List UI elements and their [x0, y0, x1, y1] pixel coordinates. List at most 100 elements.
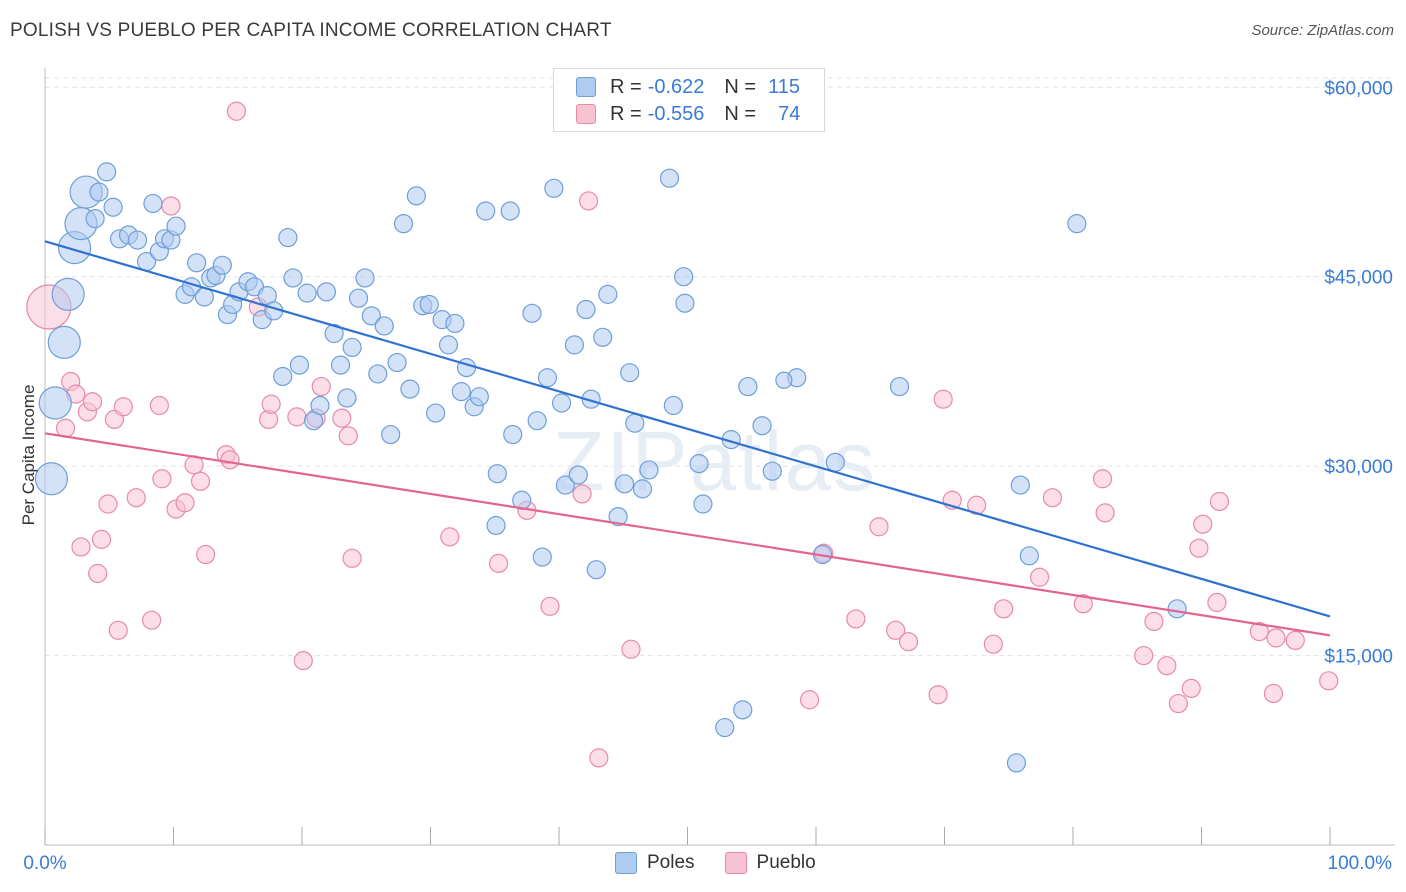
- poles-point: [348, 288, 369, 308]
- n-value: 74: [778, 102, 801, 125]
- poles-point: [614, 474, 635, 494]
- pueblo-point: [489, 553, 509, 573]
- r-label: R =: [610, 75, 642, 98]
- poles-point: [187, 253, 207, 273]
- poles-point: [283, 268, 303, 288]
- poles-point: [762, 461, 782, 481]
- pueblo-point: [161, 196, 181, 216]
- chart-source: Source: ZipAtlas.com: [1251, 22, 1394, 39]
- pueblo-point: [1073, 594, 1093, 614]
- pueblo-point: [1134, 645, 1154, 666]
- watermark: ZIPatlas: [553, 414, 877, 508]
- poles-point: [143, 193, 163, 214]
- n-label: N =: [724, 75, 757, 98]
- poles-point: [487, 464, 507, 484]
- poles-point: [89, 182, 109, 202]
- poles-point: [659, 168, 680, 188]
- poles-point: [632, 479, 653, 499]
- poles-point: [593, 327, 613, 347]
- trend-lines: [44, 240, 1331, 637]
- poles-point: [426, 403, 446, 423]
- poles-point: [486, 515, 506, 536]
- legend-item-pueblo[interactable]: Pueblo: [724, 852, 816, 874]
- poles-point: [639, 460, 659, 480]
- pueblo-point: [440, 527, 460, 547]
- poles-point: [522, 303, 542, 323]
- pueblo-point: [933, 389, 953, 409]
- y-tick-labels: $15,000 $30,000 $45,000 $60,000: [1324, 78, 1393, 667]
- stats-legend: R = -0.622 N = 115 R = -0.556 N = 74: [553, 68, 825, 132]
- pueblo-point: [1181, 678, 1201, 699]
- pueblo-point: [1144, 611, 1164, 632]
- pueblo-point: [1042, 488, 1063, 508]
- pueblo-point: [1319, 671, 1339, 691]
- r-value: -0.556: [647, 102, 705, 125]
- pueblo-point: [1193, 514, 1213, 534]
- x-tick-label: 100.0%: [1328, 853, 1393, 874]
- poles-point: [733, 700, 753, 720]
- pueblo-point: [928, 685, 948, 705]
- pueblo-point: [1029, 567, 1050, 587]
- poles-point: [368, 364, 388, 384]
- poles-point: [1006, 753, 1027, 773]
- pueblo-point: [142, 610, 162, 630]
- poles-point: [598, 284, 618, 304]
- legend-row-poles: R = -0.622 N = 115: [576, 74, 800, 100]
- axes: [44, 68, 1395, 846]
- pueblo-point: [261, 394, 281, 414]
- poles-point: [825, 452, 845, 472]
- poles-point: [576, 299, 596, 320]
- legend-row-pueblo: R = -0.556 N = 74: [576, 101, 800, 127]
- pueblo-point: [869, 517, 889, 537]
- poles-point: [532, 547, 552, 567]
- poles-point: [476, 201, 496, 221]
- pueblo-point: [1285, 630, 1305, 651]
- poles-point: [316, 282, 337, 302]
- poles-point: [393, 214, 414, 234]
- pueblo-point: [589, 748, 609, 768]
- poles-point: [1019, 546, 1039, 566]
- pueblo-point: [196, 544, 216, 565]
- pueblo-point: [126, 488, 146, 508]
- poles-point: [297, 283, 317, 303]
- y-tick-label: $45,000: [1324, 268, 1393, 289]
- poles-point: [551, 393, 572, 413]
- poles-point: [1167, 599, 1187, 619]
- poles-point: [674, 267, 694, 287]
- x-tick-label: 0.0%: [23, 853, 66, 874]
- poles-point: [355, 268, 375, 288]
- pueblo-point: [152, 469, 172, 489]
- poles-point: [663, 395, 683, 416]
- y-tick-label: $60,000: [1324, 78, 1393, 99]
- poles-point: [85, 209, 105, 229]
- poles-point: [752, 416, 772, 436]
- poles-point: [97, 162, 117, 182]
- pueblo-point: [1207, 592, 1227, 613]
- poles-point: [451, 382, 471, 402]
- y-axis-label: Per Capita Income: [19, 385, 38, 526]
- legend-item-poles[interactable]: Poles: [615, 852, 695, 874]
- poles-point: [406, 186, 426, 206]
- x-tick-labels: 0.0% 100.0%: [23, 853, 1392, 874]
- pueblo-point: [1266, 628, 1286, 648]
- pueblo-point: [886, 620, 906, 640]
- pueblo-point: [287, 407, 307, 427]
- y-tick-label: $30,000: [1324, 457, 1393, 478]
- pueblo-point: [1095, 503, 1115, 523]
- poles-point: [1067, 214, 1087, 234]
- legend-label-poles: Poles: [647, 852, 695, 873]
- poles-point: [278, 227, 298, 248]
- pueblo-point: [1263, 683, 1284, 704]
- poles-point: [374, 316, 394, 336]
- pueblo-point: [226, 101, 247, 121]
- poles-point: [738, 376, 758, 397]
- pueblo-point: [71, 537, 91, 557]
- poles-point: [38, 386, 72, 420]
- poles-point: [675, 293, 695, 313]
- pueblo-point: [175, 493, 195, 513]
- pueblo-point: [578, 191, 599, 211]
- poles-point: [693, 494, 713, 514]
- poles-point: [127, 230, 148, 250]
- pueblo-point: [1168, 693, 1188, 714]
- pueblo-point: [88, 563, 108, 584]
